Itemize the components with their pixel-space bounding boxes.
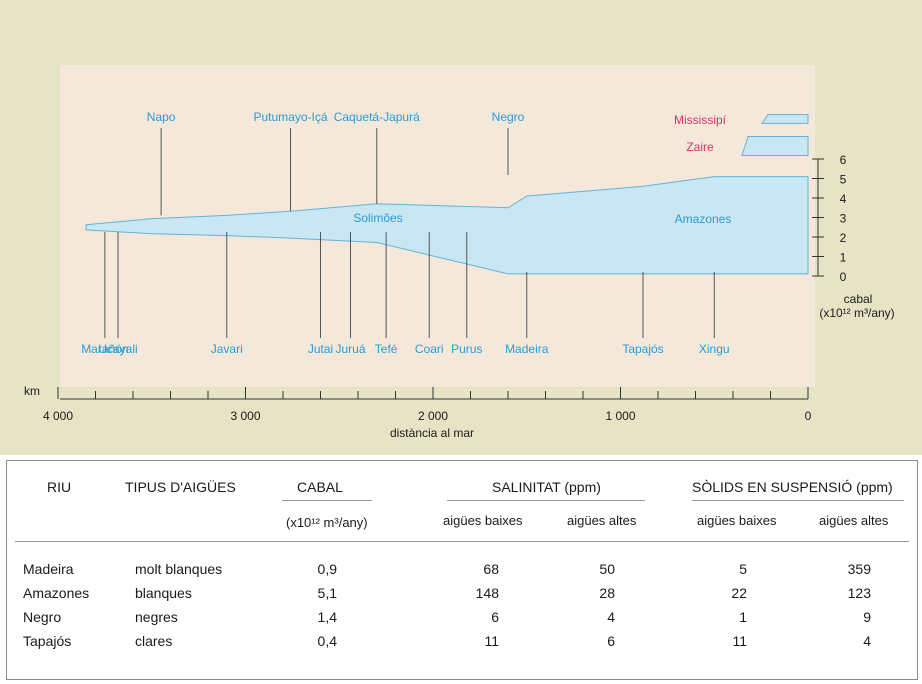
south-tributary-label-4: Juruá — [335, 342, 365, 356]
header-solids-baixes: aigües baixes — [697, 513, 777, 528]
header-tipus: TIPUS D'AIGÜES — [125, 479, 236, 495]
header-solids-rule — [692, 500, 904, 501]
cell-sol-baixes: 11 — [732, 633, 747, 649]
x-axis-tick-label-2: 2 000 — [418, 409, 448, 423]
south-tributary-label-1: Ucayali — [98, 342, 137, 356]
header-divider — [15, 541, 909, 542]
south-tributary-label-7: Purus — [451, 342, 482, 356]
south-tributary-label-6: Coari — [415, 342, 444, 356]
y-axis-tick-label-0: 0 — [840, 270, 847, 284]
cell-tipus: clares — [135, 633, 173, 649]
north-tributary-label-0: Napo — [147, 110, 176, 124]
header-cabal: CABAL — [297, 479, 343, 495]
river-table: RIU TIPUS D'AIGÜES CABAL SALINITAT (ppm)… — [6, 460, 918, 680]
south-tributary-label-2: Javari — [211, 342, 243, 356]
x-axis-tick-label-0: 4 000 — [43, 409, 73, 423]
header-salinitat-rule — [447, 500, 645, 501]
x-axis-tick-label-1: 3 000 — [230, 409, 260, 423]
comparison-river-0 — [761, 114, 809, 124]
comparison-label-0: Mississipí — [674, 113, 727, 127]
cell-tipus: blanques — [135, 585, 192, 601]
river-label-amazones: Amazones — [675, 212, 732, 226]
x-axis-unit: km — [24, 384, 40, 398]
river-diagram-svg: Mississipí Zaire Napo Putumayo-Içá Caquetá-J… — [24, 65, 895, 440]
cell-cabal: 1,4 — [317, 609, 337, 625]
cell-sol-altes: 123 — [847, 585, 871, 601]
cell-tipus: molt blanques — [135, 561, 223, 577]
header-salinitat: SALINITAT (ppm) — [492, 479, 601, 495]
cell-cabal: 0,4 — [317, 633, 337, 649]
south-tributary-label-0: Marañón — [81, 342, 128, 356]
cell-sal-altes: 4 — [607, 609, 615, 625]
header-riu: RIU — [47, 479, 72, 495]
north-tributary-label-3: Negro — [492, 110, 525, 124]
amazon-river-shape — [85, 176, 809, 275]
x-axis-label: distància al mar — [390, 426, 474, 440]
comparison-river-1 — [741, 135, 809, 157]
cell-tipus: negres — [135, 609, 178, 625]
cell-sal-altes: 50 — [599, 561, 615, 577]
header-cabal-rule — [282, 500, 372, 501]
y-axis-tick-label-2: 2 — [840, 231, 847, 245]
south-tributary-label-3: Jutai — [308, 342, 333, 356]
header-salinitat-baixes: aigües baixes — [443, 513, 523, 528]
cell-sal-baixes: 6 — [491, 609, 499, 625]
comparison-label-1: Zaire — [686, 140, 714, 154]
river-diagram: Mississipí Zaire Napo Putumayo-Içá Caquetá-J… — [0, 0, 922, 455]
cell-sol-baixes: 5 — [739, 561, 747, 577]
cell-cabal: 5,1 — [317, 585, 337, 601]
cell-riu: Madeira — [23, 561, 74, 577]
header-solids-altes: aigües altes — [819, 513, 889, 528]
header-cabal-unit: (x10¹² m³/any) — [286, 515, 368, 530]
y-axis-tick-label-1: 1 — [840, 251, 847, 265]
south-tributary-label-8: Madeira — [505, 342, 549, 356]
cell-sal-baixes: 148 — [475, 585, 499, 601]
cell-riu: Amazones — [23, 585, 90, 601]
y-axis-tick-label-3: 3 — [840, 212, 847, 226]
south-tributary-label-5: Tefé — [375, 342, 398, 356]
cell-riu: Negro — [23, 609, 62, 625]
header-solids: SÒLIDS EN SUSPENSIÓ (ppm) — [692, 479, 893, 495]
cell-cabal: 0,9 — [317, 561, 337, 577]
cell-sal-baixes: 11 — [484, 633, 499, 649]
cell-sol-baixes: 22 — [731, 585, 747, 601]
south-tributary-label-9: Tapajós — [622, 342, 663, 356]
y-axis-tick-label-6: 6 — [840, 153, 847, 167]
cell-sal-baixes: 68 — [483, 561, 499, 577]
x-axis-tick-label-4: 0 — [805, 409, 812, 423]
cell-sol-baixes: 1 — [739, 609, 747, 625]
y-axis-tick-label-5: 5 — [840, 173, 847, 187]
y-axis-unit: (x10¹² m³/any) — [819, 306, 894, 320]
cell-sol-altes: 9 — [863, 609, 871, 625]
south-tributary-label-10: Xingu — [699, 342, 730, 356]
y-axis-label: cabal — [844, 292, 873, 306]
x-axis-tick-label-3: 1 000 — [605, 409, 635, 423]
cell-riu: Tapajós — [23, 633, 72, 649]
header-salinitat-altes: aigües altes — [567, 513, 637, 528]
north-tributary-label-2: Caquetá-Japurá — [334, 110, 420, 124]
y-axis-tick-label-4: 4 — [840, 192, 847, 206]
cell-sal-altes: 6 — [607, 633, 615, 649]
cell-sol-altes: 4 — [863, 633, 871, 649]
river-label-solimoes: Solimões — [353, 211, 402, 225]
cell-sol-altes: 359 — [847, 561, 871, 577]
north-tributary-label-1: Putumayo-Içá — [253, 110, 327, 124]
cell-sal-altes: 28 — [599, 585, 615, 601]
